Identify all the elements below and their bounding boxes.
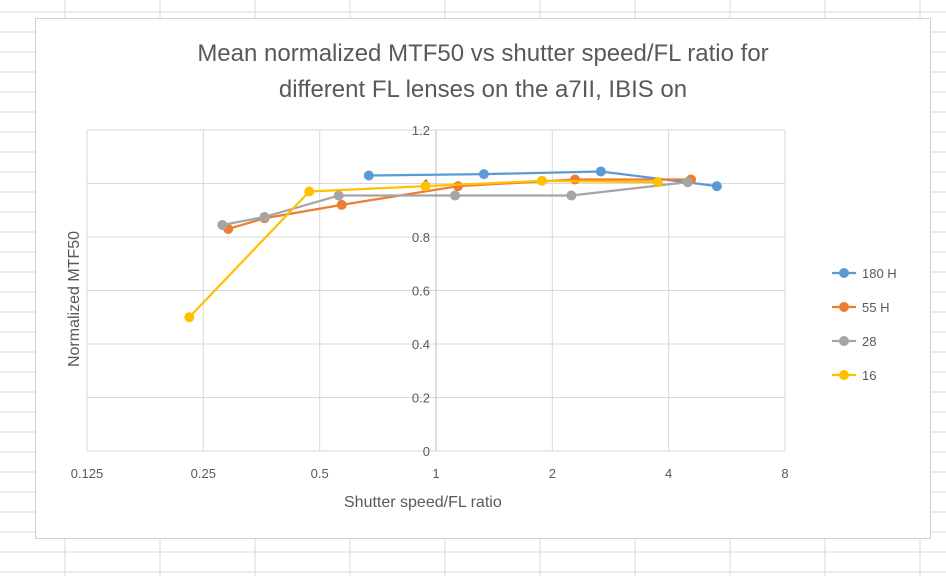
y-axis-title: Normalized MTF50 — [66, 230, 83, 368]
data-point[interactable] — [450, 190, 461, 201]
legend-marker-3 — [839, 370, 849, 380]
data-point[interactable] — [452, 181, 463, 192]
legend-label-2: 28 — [862, 334, 876, 349]
chart-title-line-2: different FL lenses on the a7II, IBIS on — [278, 76, 688, 103]
legend-marker-0 — [839, 268, 849, 278]
data-point[interactable] — [566, 190, 577, 201]
x-tick-label: 8 — [781, 466, 788, 481]
data-point[interactable] — [336, 199, 347, 210]
x-axis-title: Shutter speed/FL ratio — [344, 494, 502, 511]
y-tick-label: 0.2 — [412, 391, 430, 406]
data-point[interactable] — [595, 166, 606, 177]
data-point[interactable] — [570, 174, 581, 185]
y-tick-label: 1.2 — [412, 123, 430, 138]
data-point[interactable] — [478, 169, 489, 180]
data-point[interactable] — [711, 181, 722, 192]
chart-title-line-1: Mean normalized MTF50 vs shutter speed/F… — [197, 40, 769, 67]
data-point[interactable] — [184, 312, 195, 323]
data-point[interactable] — [652, 177, 663, 188]
legend-label-0: 180 H — [862, 266, 897, 281]
y-tick-label: 0.8 — [412, 230, 430, 245]
data-point[interactable] — [363, 170, 374, 181]
y-tick-label: 0 — [423, 444, 430, 459]
chart-area[interactable] — [35, 18, 931, 539]
data-point[interactable] — [536, 175, 547, 186]
data-point[interactable] — [682, 177, 693, 188]
legend-marker-2 — [839, 336, 849, 346]
legend-label-1: 55 H — [862, 300, 889, 315]
x-tick-label: 1 — [432, 466, 439, 481]
data-point[interactable] — [333, 190, 344, 201]
x-tick-label: 0.5 — [311, 466, 329, 481]
x-tick-label: 2 — [549, 466, 556, 481]
legend-label-3: 16 — [862, 368, 876, 383]
data-point[interactable] — [259, 211, 270, 222]
data-point[interactable] — [304, 186, 315, 197]
x-tick-label: 0.25 — [191, 466, 216, 481]
y-tick-label: 0.6 — [412, 284, 430, 299]
y-tick-label: 0.4 — [412, 337, 430, 352]
legend-marker-1 — [839, 302, 849, 312]
data-point[interactable] — [420, 181, 431, 192]
x-tick-label: 4 — [665, 466, 672, 481]
series-line-2[interactable] — [222, 181, 688, 227]
x-tick-label: 0.125 — [71, 466, 104, 481]
data-point[interactable] — [217, 219, 228, 230]
